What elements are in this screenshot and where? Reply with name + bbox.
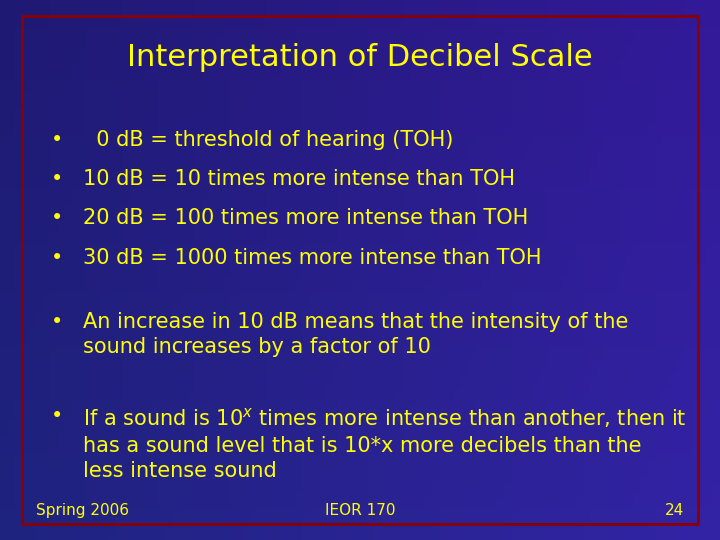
Text: If a sound is $10^x$ times more intense than another, then it
has a sound level : If a sound is $10^x$ times more intense … bbox=[83, 406, 686, 481]
Text: 0 dB = threshold of hearing (TOH): 0 dB = threshold of hearing (TOH) bbox=[83, 130, 453, 150]
Text: Spring 2006: Spring 2006 bbox=[36, 503, 129, 518]
Text: 20 dB = 100 times more intense than TOH: 20 dB = 100 times more intense than TOH bbox=[83, 208, 528, 228]
Text: •: • bbox=[50, 208, 63, 228]
Text: 24: 24 bbox=[665, 503, 684, 518]
Text: Interpretation of Decibel Scale: Interpretation of Decibel Scale bbox=[127, 43, 593, 72]
Text: •: • bbox=[50, 406, 63, 426]
Text: •: • bbox=[50, 130, 63, 150]
Text: •: • bbox=[50, 312, 63, 332]
Text: 30 dB = 1000 times more intense than TOH: 30 dB = 1000 times more intense than TOH bbox=[83, 248, 541, 268]
Text: 10 dB = 10 times more intense than TOH: 10 dB = 10 times more intense than TOH bbox=[83, 169, 515, 189]
Text: •: • bbox=[50, 248, 63, 268]
Text: An increase in 10 dB means that the intensity of the
sound increases by a factor: An increase in 10 dB means that the inte… bbox=[83, 312, 628, 357]
Text: IEOR 170: IEOR 170 bbox=[325, 503, 395, 518]
Text: •: • bbox=[50, 169, 63, 189]
